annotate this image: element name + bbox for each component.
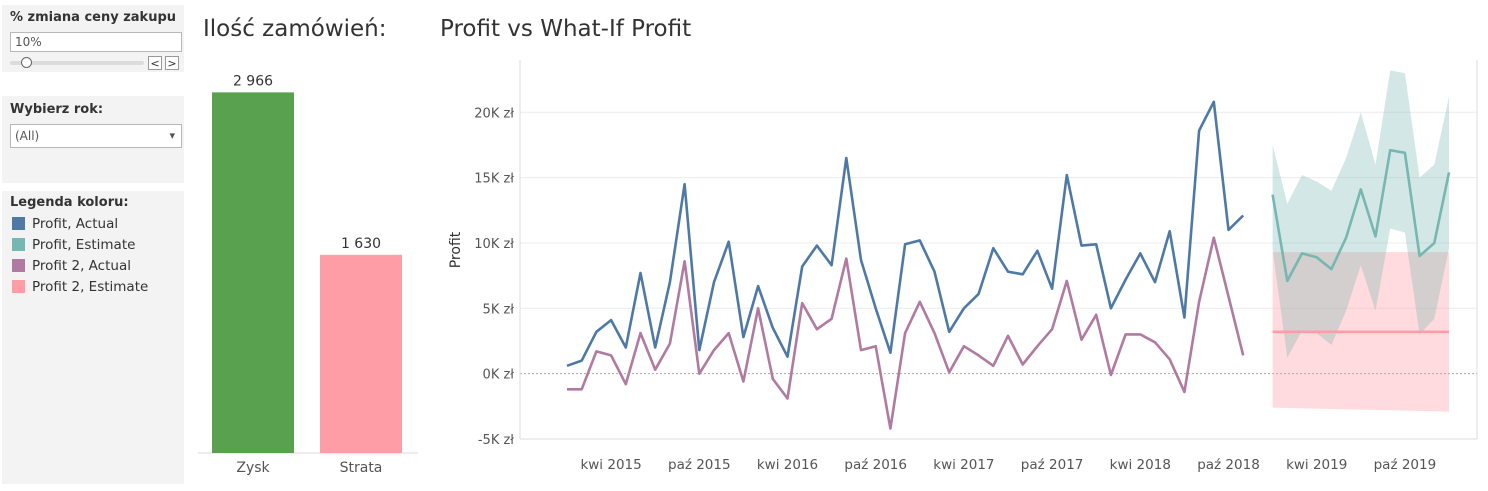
price-change-filter-title: % zmiana ceny zakupu <box>10 10 177 25</box>
x-tick-label: paź 2015 <box>668 457 731 473</box>
color-legend-panel: Legenda koloru: Profit, Actual Profit, E… <box>2 191 184 484</box>
bar-value-label: 1 630 <box>341 236 381 252</box>
y-tick-label: 0K zł <box>483 368 515 383</box>
profit-actual-line <box>566 100 1245 368</box>
legend-swatch <box>12 238 25 251</box>
legend-item[interactable]: Profit 2, Actual <box>12 257 131 275</box>
legend-swatch <box>12 259 25 272</box>
year-select-value: (All) <box>15 129 40 143</box>
legend-label: Profit, Estimate <box>32 237 136 253</box>
x-tick-label: kwi 2019 <box>1286 457 1347 473</box>
y-tick-label: 10K zł <box>474 237 514 252</box>
legend-title: Legenda koloru: <box>10 195 129 210</box>
chevron-down-icon: ▾ <box>169 129 175 142</box>
x-tick-label: kwi 2018 <box>1110 457 1171 473</box>
x-tick-label: kwi 2017 <box>933 457 994 473</box>
legend-swatch <box>12 217 25 230</box>
bar <box>212 92 294 453</box>
orders-bar-chart: 2 966 Zysk 1 630 Strata <box>198 73 418 476</box>
y-tick-label: 20K zł <box>474 106 514 121</box>
profit-line-chart: -5K zł 0K zł 5K zł 10K zł 15K zł 20K zł Profit… <box>448 60 1478 473</box>
slider-prev-button[interactable]: < <box>148 56 162 70</box>
y-tick-label: 15K zł <box>474 172 514 187</box>
legend-label: Profit 2, Actual <box>32 258 131 274</box>
x-tick-label: paź 2018 <box>1197 457 1260 473</box>
year-filter-title: Wybierz rok: <box>10 102 104 117</box>
x-tick-label: kwi 2016 <box>757 457 818 473</box>
slider-next-button[interactable]: > <box>165 56 179 70</box>
x-tick-label: paź 2019 <box>1374 457 1437 473</box>
legend-label: Profit, Actual <box>32 216 119 232</box>
price-change-slider[interactable] <box>10 61 144 65</box>
profit-estimate-band <box>1272 70 1449 358</box>
x-tick-label: paź 2016 <box>844 457 907 473</box>
price-change-filter-panel: % zmiana ceny zakupu 10% < > <box>2 5 184 72</box>
year-filter-panel: Wybierz rok: (All) ▾ <box>2 96 184 183</box>
x-tick-label: kwi 2015 <box>580 457 641 473</box>
profit-estimate-line <box>1271 148 1451 283</box>
orders-chart-title: Ilość zamówień: <box>203 16 387 42</box>
bar-value-label: 2 966 <box>233 73 273 89</box>
legend-item[interactable]: Profit, Estimate <box>12 236 135 254</box>
bar-category-label: Zysk <box>236 460 270 476</box>
year-select[interactable]: (All) ▾ <box>10 124 182 148</box>
profit2-actual-line <box>567 236 1245 430</box>
legend-label: Profit 2, Estimate <box>32 279 149 295</box>
y-tick-label: -5K zł <box>478 433 514 448</box>
legend-item[interactable]: Profit 2, Estimate <box>12 278 148 296</box>
legend-item[interactable]: Profit, Actual <box>12 215 118 233</box>
y-axis-title: Profit <box>448 231 464 268</box>
x-tick-label: paź 2017 <box>1021 457 1084 473</box>
price-change-input[interactable]: 10% <box>10 32 182 52</box>
price-change-slider-thumb[interactable] <box>21 57 32 68</box>
bar-category-label: Strata <box>340 460 383 476</box>
bar <box>320 254 402 453</box>
legend-swatch <box>12 280 25 293</box>
y-tick-label: 5K zł <box>483 302 515 317</box>
profit-chart-title: Profit vs What-If Profit <box>440 16 692 42</box>
